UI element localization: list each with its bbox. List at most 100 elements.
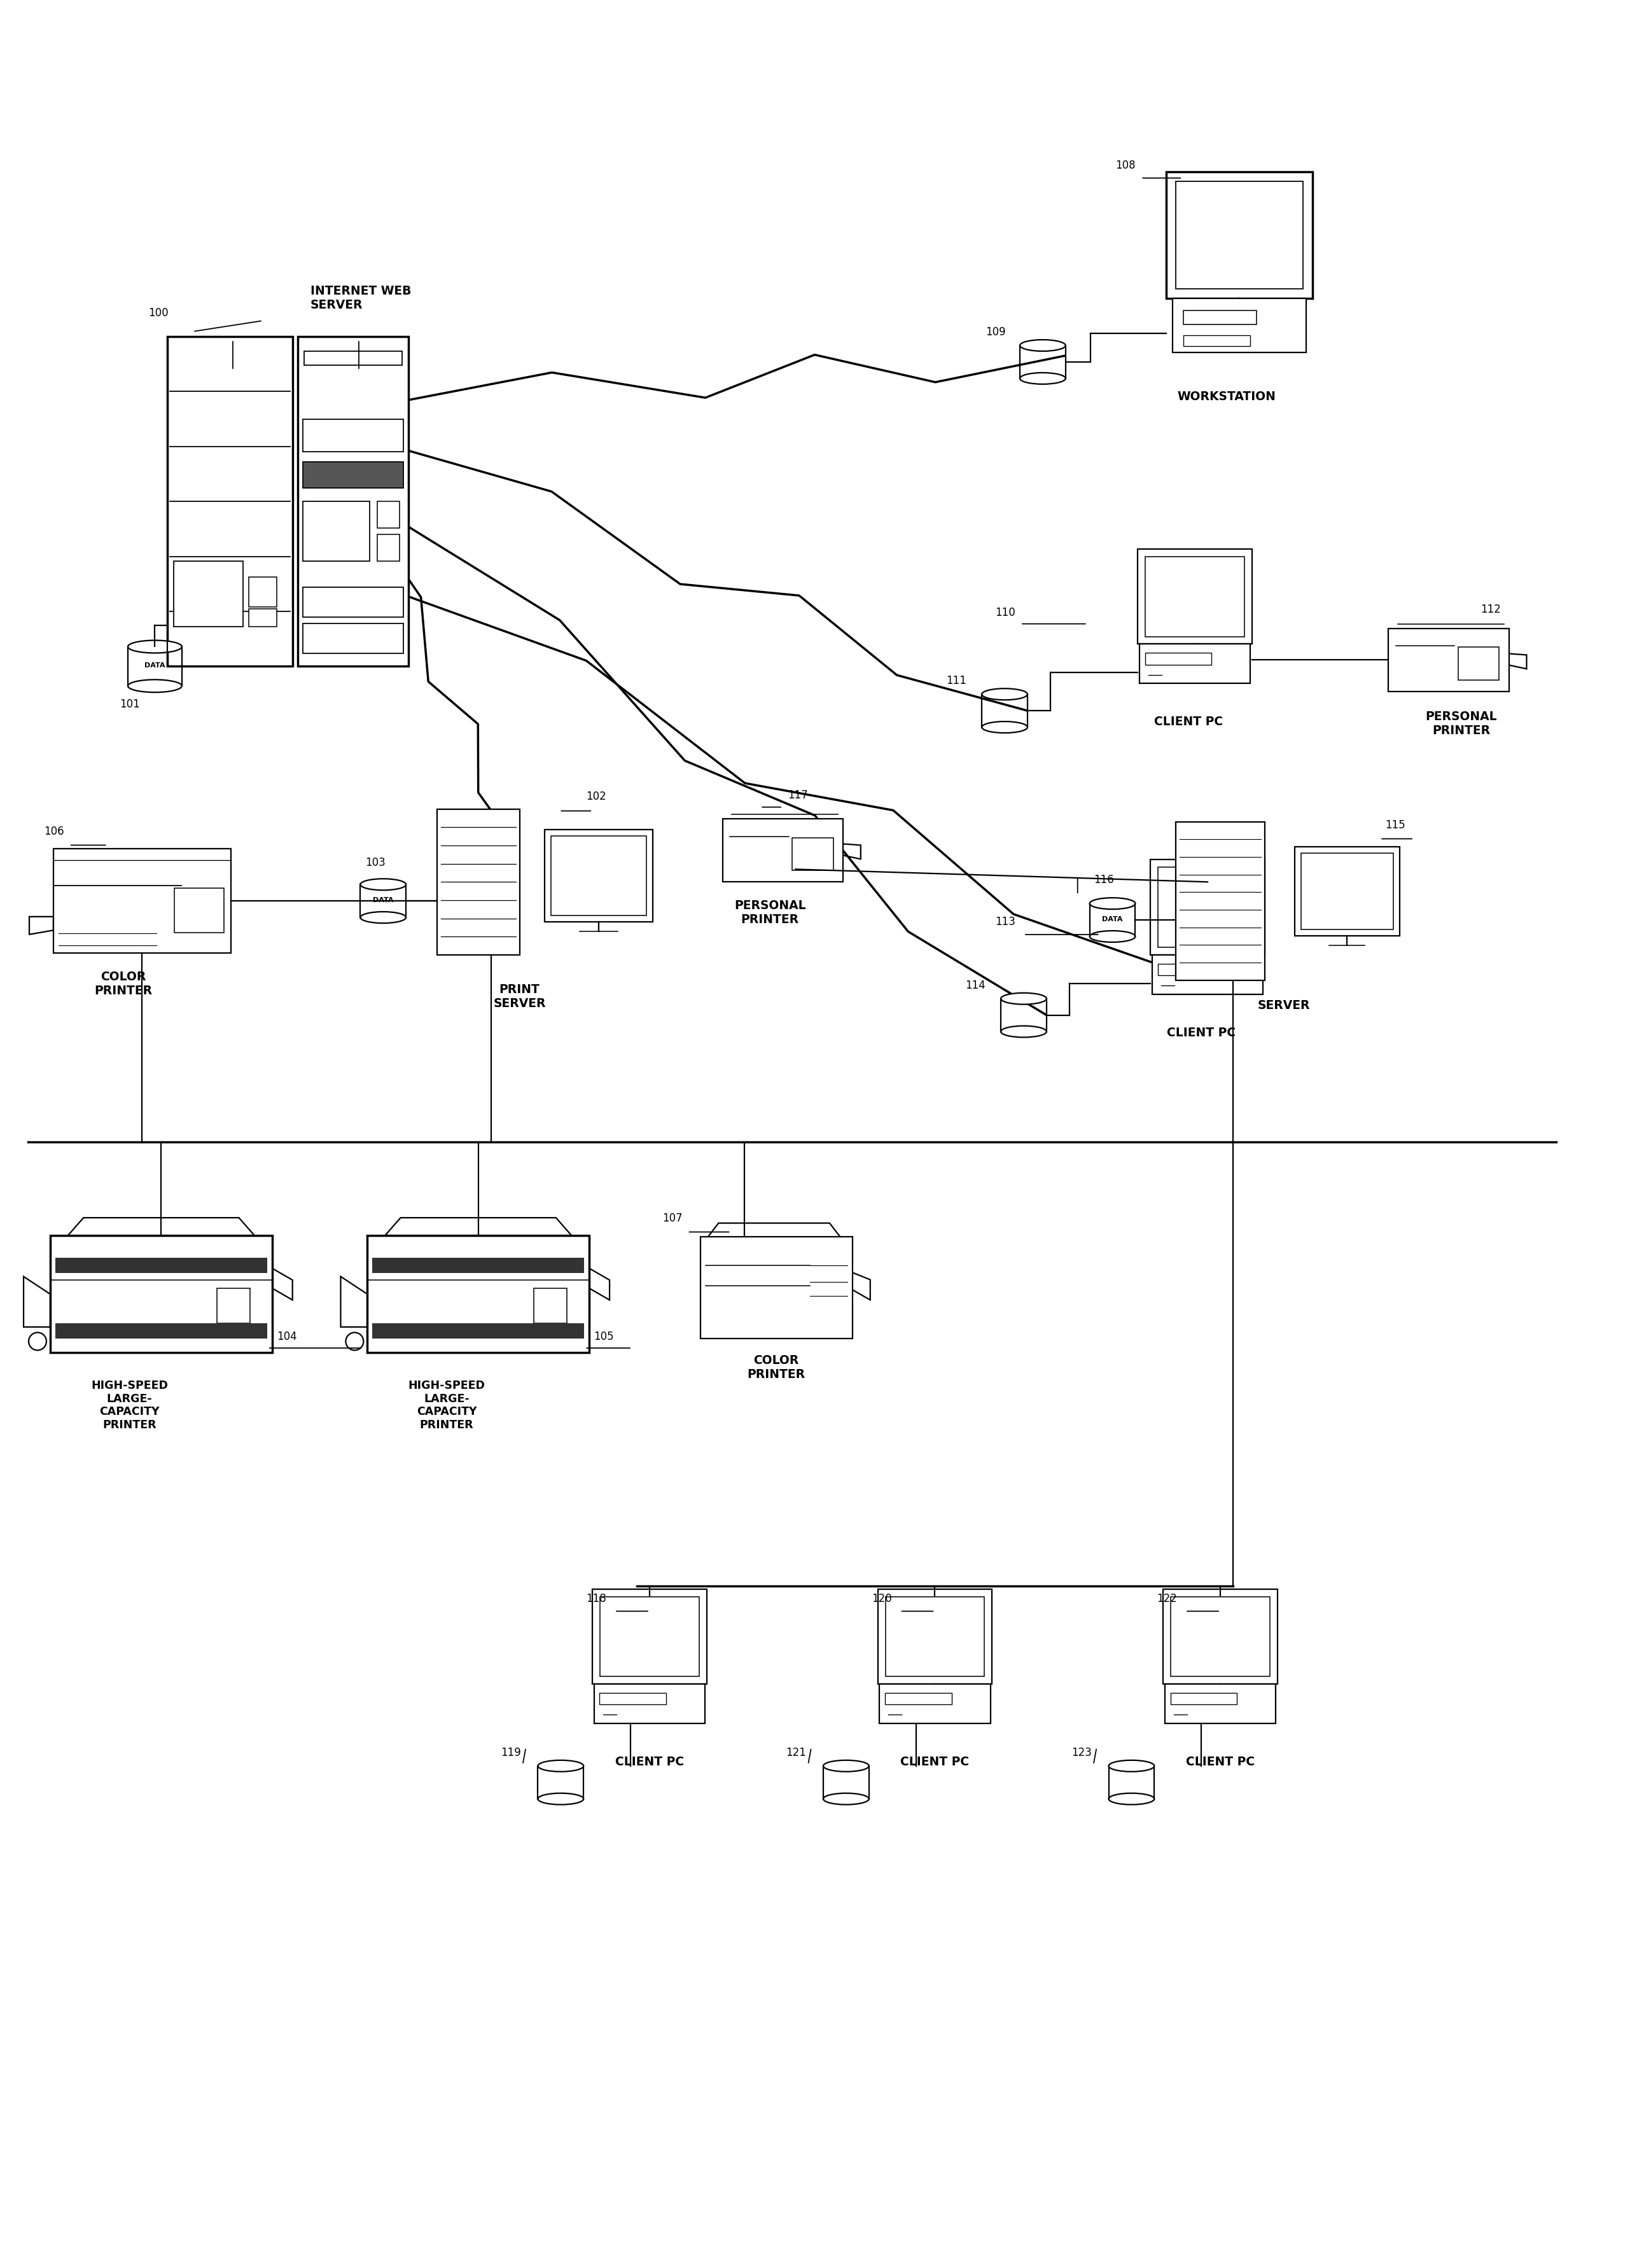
FancyBboxPatch shape xyxy=(1166,172,1313,299)
FancyBboxPatch shape xyxy=(885,1692,951,1706)
Ellipse shape xyxy=(1020,372,1065,383)
Ellipse shape xyxy=(360,912,406,923)
Text: 120: 120 xyxy=(872,1592,892,1603)
FancyBboxPatch shape xyxy=(1176,821,1265,980)
Ellipse shape xyxy=(1090,898,1136,909)
Text: CLIENT PC: CLIENT PC xyxy=(900,1755,969,1767)
FancyBboxPatch shape xyxy=(167,336,292,667)
FancyBboxPatch shape xyxy=(1157,866,1256,948)
Ellipse shape xyxy=(360,878,406,889)
Text: CLIENT PC: CLIENT PC xyxy=(1154,717,1223,728)
FancyBboxPatch shape xyxy=(304,501,370,560)
Polygon shape xyxy=(852,1272,870,1300)
FancyBboxPatch shape xyxy=(1458,646,1499,680)
Ellipse shape xyxy=(127,680,182,692)
Ellipse shape xyxy=(538,1760,583,1771)
Text: PERSONAL
PRINTER: PERSONAL PRINTER xyxy=(735,900,806,925)
FancyBboxPatch shape xyxy=(438,810,520,955)
FancyBboxPatch shape xyxy=(373,1325,584,1338)
Text: PRINT
SERVER: PRINT SERVER xyxy=(494,984,546,1009)
Text: 116: 116 xyxy=(1093,873,1114,887)
Polygon shape xyxy=(385,1218,571,1236)
Ellipse shape xyxy=(982,689,1027,701)
Ellipse shape xyxy=(982,721,1027,733)
Text: CLIENT PC: CLIENT PC xyxy=(1185,1755,1255,1767)
Polygon shape xyxy=(1509,653,1527,669)
FancyBboxPatch shape xyxy=(792,837,834,871)
FancyBboxPatch shape xyxy=(378,501,400,528)
Text: 113: 113 xyxy=(996,916,1015,928)
FancyBboxPatch shape xyxy=(1144,653,1212,665)
Polygon shape xyxy=(272,1268,292,1300)
Circle shape xyxy=(345,1334,363,1349)
Text: 103: 103 xyxy=(365,857,386,869)
FancyBboxPatch shape xyxy=(249,608,277,626)
Text: DATA: DATA xyxy=(1103,916,1123,923)
Text: 119: 119 xyxy=(500,1746,520,1758)
FancyBboxPatch shape xyxy=(304,352,403,365)
FancyBboxPatch shape xyxy=(700,1236,852,1338)
Polygon shape xyxy=(23,1277,50,1327)
Text: 109: 109 xyxy=(986,327,1005,338)
FancyBboxPatch shape xyxy=(1294,846,1400,937)
Text: 102: 102 xyxy=(586,792,606,803)
Polygon shape xyxy=(844,844,860,860)
FancyBboxPatch shape xyxy=(1146,556,1245,637)
FancyBboxPatch shape xyxy=(1171,1597,1270,1676)
Text: 108: 108 xyxy=(1116,159,1136,170)
Text: COLOR
PRINTER: COLOR PRINTER xyxy=(94,971,152,998)
Text: 106: 106 xyxy=(45,826,64,837)
Ellipse shape xyxy=(127,640,182,653)
FancyBboxPatch shape xyxy=(599,1597,698,1676)
FancyBboxPatch shape xyxy=(304,420,403,451)
FancyBboxPatch shape xyxy=(1152,955,1263,993)
FancyBboxPatch shape xyxy=(599,1692,665,1706)
Text: 118: 118 xyxy=(586,1592,606,1603)
FancyBboxPatch shape xyxy=(304,624,403,653)
Text: 112: 112 xyxy=(1481,603,1501,615)
Ellipse shape xyxy=(1020,340,1065,352)
FancyBboxPatch shape xyxy=(1001,998,1047,1032)
FancyBboxPatch shape xyxy=(1301,853,1393,930)
FancyBboxPatch shape xyxy=(297,336,408,667)
FancyBboxPatch shape xyxy=(1388,628,1509,692)
FancyBboxPatch shape xyxy=(594,1685,705,1724)
FancyBboxPatch shape xyxy=(1090,903,1136,937)
Ellipse shape xyxy=(1109,1760,1154,1771)
FancyBboxPatch shape xyxy=(880,1685,991,1724)
FancyBboxPatch shape xyxy=(216,1288,249,1325)
FancyBboxPatch shape xyxy=(723,819,844,882)
FancyBboxPatch shape xyxy=(593,1590,707,1685)
FancyBboxPatch shape xyxy=(1109,1767,1154,1799)
Text: CLIENT PC: CLIENT PC xyxy=(1167,1027,1235,1039)
FancyBboxPatch shape xyxy=(1164,1590,1278,1685)
FancyBboxPatch shape xyxy=(54,1259,267,1272)
Text: SERVER: SERVER xyxy=(1258,1000,1309,1012)
FancyBboxPatch shape xyxy=(1020,345,1065,379)
Polygon shape xyxy=(708,1222,840,1236)
Polygon shape xyxy=(68,1218,254,1236)
Text: DATA: DATA xyxy=(145,662,165,669)
FancyBboxPatch shape xyxy=(1138,549,1251,644)
FancyBboxPatch shape xyxy=(1157,964,1225,975)
FancyBboxPatch shape xyxy=(878,1590,992,1685)
Text: 123: 123 xyxy=(1071,1746,1091,1758)
Ellipse shape xyxy=(538,1794,583,1805)
FancyBboxPatch shape xyxy=(1171,1692,1237,1706)
Text: WORKSTATION: WORKSTATION xyxy=(1177,390,1276,401)
Text: HIGH-SPEED
LARGE-
CAPACITY
PRINTER: HIGH-SPEED LARGE- CAPACITY PRINTER xyxy=(408,1379,485,1431)
FancyBboxPatch shape xyxy=(1166,1685,1276,1724)
Text: INTERNET WEB
SERVER: INTERNET WEB SERVER xyxy=(310,286,411,311)
FancyBboxPatch shape xyxy=(360,885,406,919)
Text: 115: 115 xyxy=(1385,819,1405,830)
FancyBboxPatch shape xyxy=(1184,311,1256,324)
FancyBboxPatch shape xyxy=(982,694,1027,728)
Text: 101: 101 xyxy=(121,699,140,710)
FancyBboxPatch shape xyxy=(54,1325,267,1338)
Text: DATA: DATA xyxy=(373,898,393,903)
FancyBboxPatch shape xyxy=(538,1767,583,1799)
FancyBboxPatch shape xyxy=(304,587,403,617)
FancyBboxPatch shape xyxy=(533,1288,566,1325)
FancyBboxPatch shape xyxy=(885,1597,984,1676)
Text: 105: 105 xyxy=(594,1331,614,1343)
